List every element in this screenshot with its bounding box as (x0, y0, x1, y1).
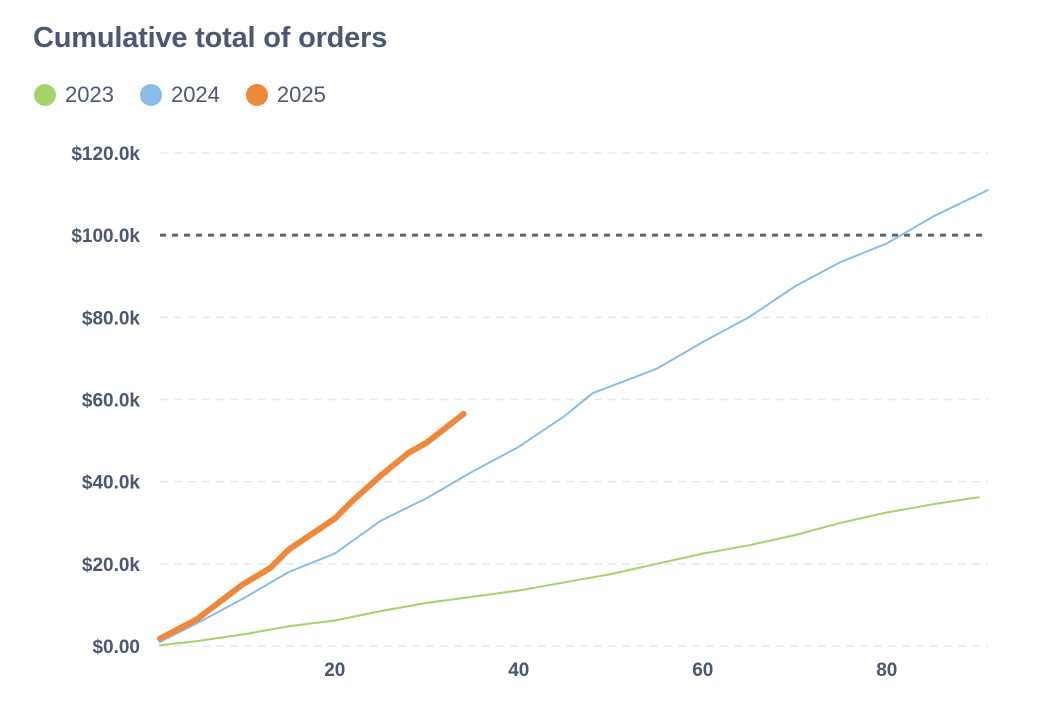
legend-swatch-2023 (34, 84, 56, 106)
series-line-2023 (159, 496, 980, 647)
x-tick-label: 80 (876, 660, 897, 681)
legend-label-2023: 2023 (65, 82, 114, 107)
legend-swatch-2025 (245, 84, 268, 106)
y-tick-label: $40.0k (82, 473, 141, 494)
legend-label-2025: 2025 (276, 82, 326, 107)
legend-item-2025[interactable]: 2025 (245, 82, 326, 108)
series-line-2025 (157, 410, 467, 642)
legend-item-2024[interactable]: 2024 (139, 82, 220, 108)
y-tick-label: $60.0k (82, 391, 141, 412)
y-tick-label: $80.0k (82, 308, 141, 329)
y-tick-label: $120.0k (71, 144, 140, 165)
y-tick-label: $100.0k (71, 226, 140, 247)
legend-swatch-2024 (139, 84, 162, 106)
legend: 2023 2024 2025 (34, 82, 326, 108)
chart-title: Cumulative total of orders (33, 22, 388, 54)
y-tick-label: $0.00 (92, 637, 140, 658)
legend-item-2023[interactable]: 2023 (34, 82, 114, 108)
y-tick-label: $20.0k (82, 555, 141, 576)
series-line-2024 (159, 189, 989, 643)
legend-label-2024: 2024 (170, 82, 220, 107)
x-tick-label: 60 (692, 660, 713, 681)
x-tick-label: 40 (508, 660, 529, 681)
x-tick-label: 20 (324, 660, 345, 681)
